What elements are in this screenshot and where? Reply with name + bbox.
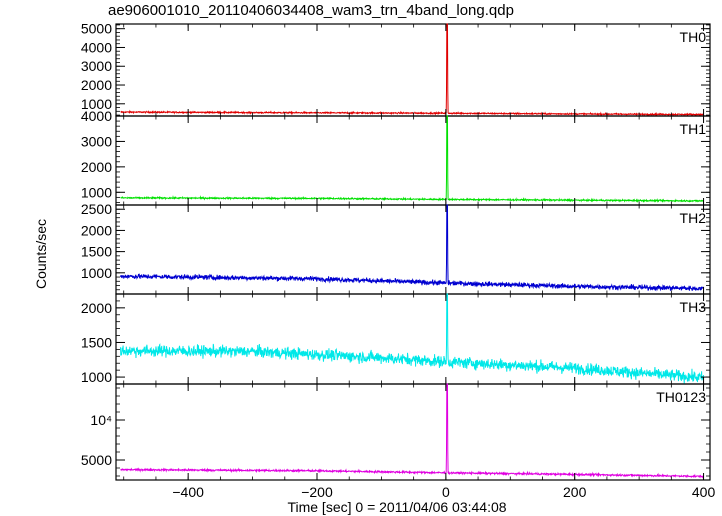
- series-line-th0: [120, 23, 704, 117]
- x-tick-label: −200: [301, 484, 333, 500]
- panel-frame-th0: [115, 23, 711, 117]
- x-tick-label: 400: [692, 484, 716, 500]
- y-tick-label-th0123: 5000: [81, 452, 112, 468]
- y-tick-label-th1: 3000: [81, 133, 112, 149]
- x-tick-label: −400: [172, 484, 204, 500]
- y-tick-label-th0: 1000: [81, 96, 112, 112]
- y-tick-label-th3: 2000: [81, 300, 112, 316]
- series-line-th1: [120, 115, 705, 203]
- panel-frame-th1: [115, 115, 711, 206]
- series-line-th2: [120, 204, 704, 292]
- x-tick-label: 0: [442, 484, 450, 500]
- panel-label-th0: TH0: [680, 29, 707, 45]
- x-axis-title: Time [sec] 0 = 2011/04/06 03:44:08: [287, 499, 506, 515]
- panel-label-th0123: TH0123: [656, 389, 706, 405]
- series-line-th3: [120, 293, 705, 384]
- y-tick-label-th2: 2000: [81, 222, 112, 238]
- y-tick-label-th2: 1000: [81, 265, 112, 281]
- y-axis-title: Counts/sec: [33, 219, 49, 289]
- x-tick-label: 200: [563, 484, 587, 500]
- panel-label-th1: TH1: [680, 121, 707, 137]
- y-tick-label-th0: 4000: [81, 39, 112, 55]
- y-tick-label-th3: 1000: [81, 369, 112, 385]
- y-tick-label-th0: 2000: [81, 77, 112, 93]
- y-tick-label-th2: 1500: [81, 244, 112, 260]
- y-tick-label-th0: 5000: [81, 21, 112, 37]
- chart-title: ae906001010_20110406034408_wam3_trn_4ban…: [108, 2, 514, 19]
- panel-label-th3: TH3: [680, 299, 707, 315]
- panel-frame-th0123: [115, 383, 711, 481]
- panel-label-th2: TH2: [680, 210, 707, 226]
- series-line-th0123: [120, 383, 705, 479]
- y-tick-label-th3: 1500: [81, 334, 112, 350]
- y-tick-label-th1: 4000: [81, 108, 112, 124]
- y-tick-label-th1: 1000: [81, 184, 112, 200]
- y-tick-label-th1: 2000: [81, 159, 112, 175]
- y-tick-label-th2: 2500: [81, 201, 112, 217]
- y-tick-label-th0123: 10⁴: [90, 412, 112, 428]
- y-tick-label-th0: 3000: [81, 58, 112, 74]
